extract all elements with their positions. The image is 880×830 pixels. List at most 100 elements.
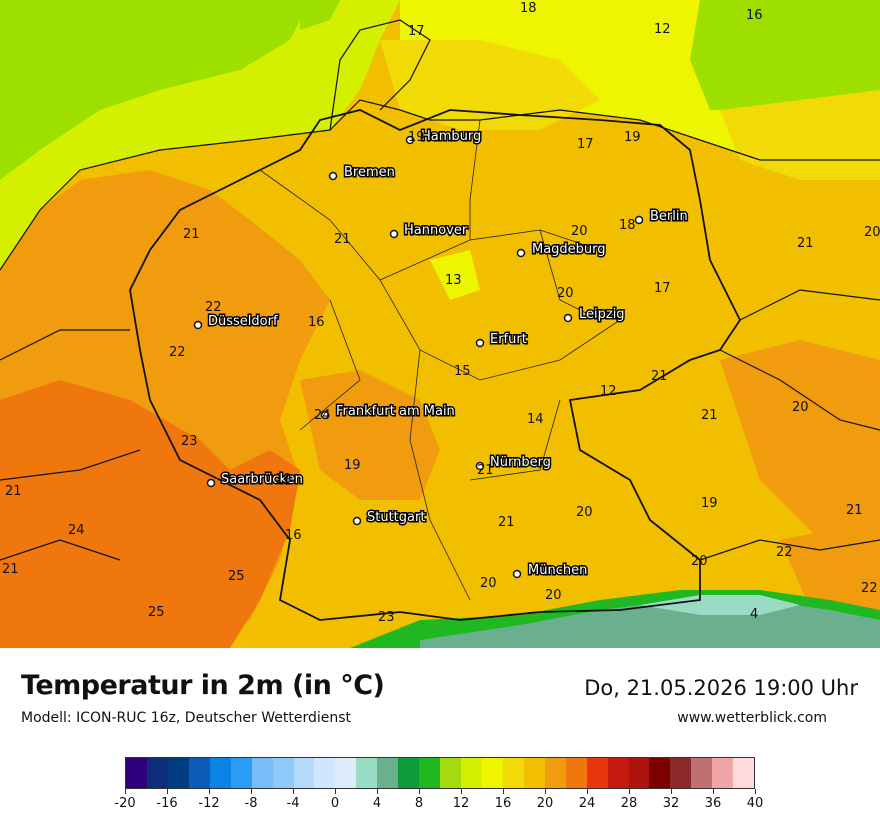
city-dot: [405, 135, 415, 145]
city-hannover: Hannover: [389, 222, 469, 240]
color-legend-swatch: [628, 758, 650, 788]
legend-tick-label: -20: [114, 796, 136, 811]
legend-tick: [461, 789, 462, 794]
footer: Temperatur in 2m (in °C) Modell: ICON-RU…: [0, 648, 880, 830]
city-bremen: Bremen: [328, 164, 396, 182]
color-legend-swatch: [691, 758, 713, 788]
color-legend-swatch: [272, 758, 294, 788]
temp-value: 12: [600, 384, 617, 399]
city-label-saarbruecken: Saarbrücken: [221, 472, 303, 487]
city-label-frankfurt: Frankfurt am Main: [336, 404, 455, 419]
color-legend-swatch: [314, 758, 336, 788]
legend-tick: [335, 789, 336, 794]
temp-value: 12: [654, 22, 671, 37]
temp-value: 17: [654, 281, 671, 296]
city-nuernberg: Nürnberg: [475, 454, 552, 472]
legend-tick-label: 24: [578, 796, 596, 811]
temp-value: 21: [797, 236, 814, 251]
north-sea-yellow: [0, 0, 400, 270]
color-legend-swatch: [377, 758, 399, 788]
color-legend-swatch: [146, 758, 168, 788]
temp-value: 20: [480, 576, 497, 591]
legend-tick-label: 36: [704, 796, 722, 811]
color-legend-swatch: [188, 758, 210, 788]
temp-value: 21: [701, 408, 718, 423]
temp-value: 20: [792, 400, 809, 415]
central-orange: [300, 370, 440, 500]
city-muenchen: München: [512, 562, 589, 580]
temp-value: 22: [205, 300, 222, 315]
legend-tick-label: -16: [156, 796, 178, 811]
baltic-green-2: [300, 0, 340, 30]
city-label-erfurt: Erfurt: [490, 332, 527, 347]
temp-value: 17: [408, 24, 425, 39]
legend-tick: [545, 789, 546, 794]
temp-value: 20: [557, 286, 574, 301]
temp-value: 21: [183, 227, 200, 242]
color-legend-swatch: [230, 758, 252, 788]
temp-value: 17: [577, 137, 594, 152]
color-legend-swatch: [335, 758, 357, 788]
north-light: [380, 40, 600, 130]
temp-value: 16: [285, 528, 302, 543]
temp-value: 20: [545, 588, 562, 603]
legend-tick: [251, 789, 252, 794]
southwest-red: [0, 380, 270, 648]
city-saarbruecken: Saarbrücken: [206, 471, 304, 489]
city-dot: [634, 215, 644, 225]
city-magdeburg: Magdeburg: [516, 241, 607, 259]
temp-value: 20: [571, 224, 588, 239]
city-dot: [475, 338, 485, 348]
website-link[interactable]: www.wetterblick.com: [677, 710, 827, 726]
temp-value: 19: [344, 458, 361, 473]
city-dot: [328, 171, 338, 181]
city-hamburg: Hamburg: [405, 128, 483, 146]
temp-value: 23: [181, 434, 198, 449]
city-dot: [193, 320, 203, 330]
city-label-hannover: Hannover: [404, 223, 468, 238]
temp-value: 21: [477, 463, 494, 478]
temp-value: 14: [527, 412, 544, 427]
legend-tick: [587, 789, 588, 794]
color-legend-ticks: -20 -16 -12 -8 -4 0 4 8 12 16 20 24 28 32 36 40: [114, 789, 763, 819]
temp-value: 23: [378, 610, 395, 625]
legend-tick-label: -4: [286, 796, 300, 811]
legend-tick-label: 32: [662, 796, 680, 811]
temp-value: 21: [651, 369, 668, 384]
legend-tick-label: 4: [372, 796, 382, 811]
city-leipzig: Leipzig: [563, 306, 626, 324]
legend-tick-label: 12: [452, 796, 470, 811]
color-legend-swatch: [733, 758, 755, 788]
temp-value: 21: [498, 515, 515, 530]
city-label-nuernberg: Nürnberg: [490, 455, 551, 470]
color-legend-swatch: [607, 758, 629, 788]
temperature-map: Hamburg Bremen Berlin Hannover Magdeburg…: [0, 0, 880, 648]
temp-value: 21: [2, 562, 19, 577]
alps-light: [640, 595, 800, 615]
color-legend-swatch: [523, 758, 545, 788]
germany-border: [129, 109, 742, 621]
temp-value: 19: [408, 130, 425, 145]
city-label-bremen: Bremen: [344, 165, 395, 180]
forecast-datetime: Do, 21.05.2026 19:00 Uhr: [584, 676, 858, 700]
temp-value: 25: [148, 605, 165, 620]
color-legend-swatch: [565, 758, 587, 788]
east-orange: [720, 340, 880, 540]
country-borders: [0, 289, 880, 561]
temp-value: 15: [454, 364, 471, 379]
north-sea-green: [0, 0, 310, 180]
legend-tick: [629, 789, 630, 794]
temperature-values: 18 16 17 12 19 17 19 18 20 21 21 20 21 2…: [2, 1, 880, 625]
legend-tick-label: 8: [414, 796, 424, 811]
model-info: Modell: ICON-RUC 16z, Deutscher Wetterdi…: [21, 710, 352, 726]
legend-tick: [125, 789, 126, 794]
legend-tick: [167, 789, 168, 794]
temp-value: 13: [445, 273, 462, 288]
color-legend-swatch: [440, 758, 461, 788]
legend-tick-label: 28: [620, 796, 638, 811]
temp-value: 19: [624, 130, 641, 145]
baltic-green: [690, 0, 880, 110]
legend-tick: [293, 789, 294, 794]
color-legend-swatch: [209, 758, 231, 788]
color-legend-swatch: [356, 758, 378, 788]
